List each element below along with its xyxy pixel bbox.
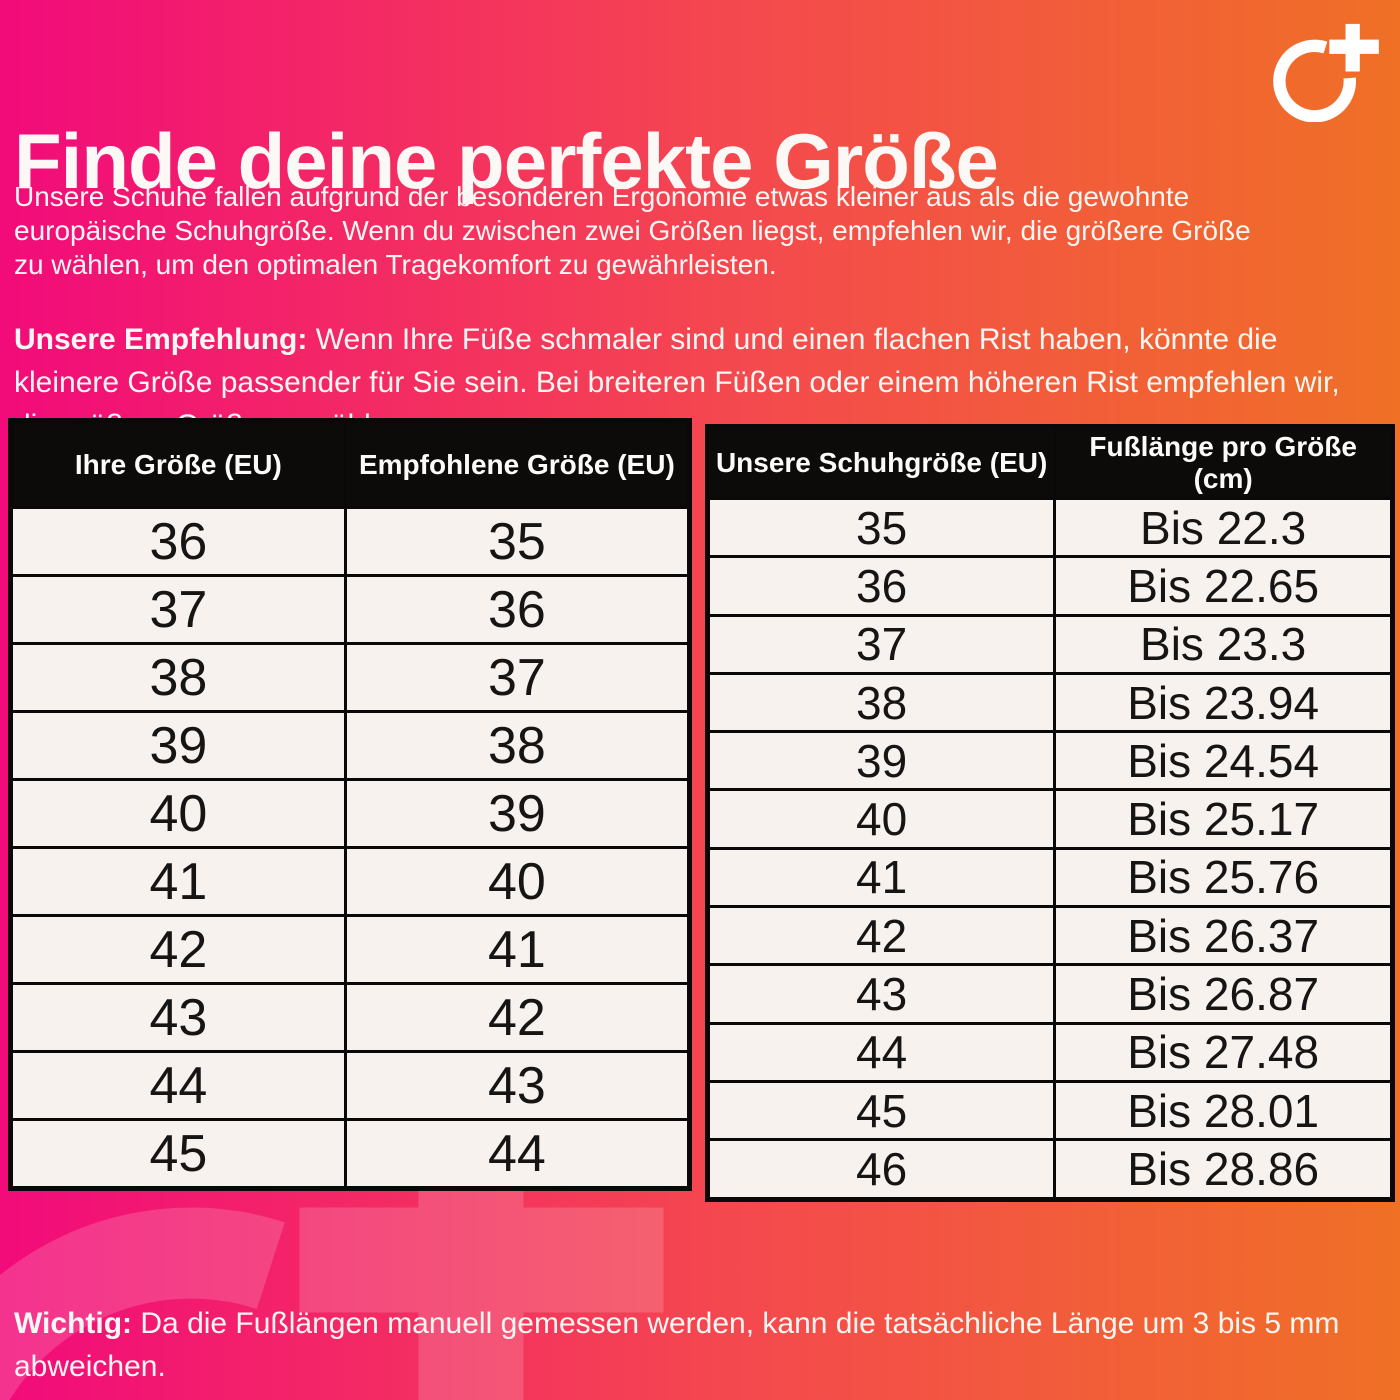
table-row: 44 43 [9, 1050, 692, 1121]
recommendation-label: Unsere Empfehlung: [14, 323, 308, 356]
table-cell: 36 [343, 574, 692, 645]
column-header-foot-length: Fußlänge pro Größe (cm) [1053, 425, 1394, 500]
table-cell: Bis 28.01 [1053, 1079, 1394, 1142]
table-row: 42 41 [9, 914, 692, 985]
table-cell: Bis 22.3 [1053, 496, 1394, 559]
table-row: 43 Bis 26.87 [705, 963, 1394, 1025]
table-row: 46 Bis 28.86 [705, 1138, 1394, 1201]
table-row: 37 36 [9, 574, 692, 645]
table-cell: Bis 25.76 [1053, 846, 1394, 909]
table-row: 36 Bis 22.65 [705, 555, 1394, 617]
table-row: 45 Bis 28.01 [705, 1079, 1394, 1142]
column-header-shoe-size: Unsere Schuhgröße (EU) [705, 425, 1057, 500]
table-cell: Bis 28.86 [1053, 1138, 1394, 1201]
table-row: 44 Bis 27.48 [705, 1021, 1394, 1083]
table-row: 43 42 [9, 982, 692, 1053]
important-note-label: Wichtig: [14, 1307, 133, 1340]
table-cell: 44 [9, 1050, 347, 1121]
table-cell: 37 [705, 613, 1057, 675]
table-cell: 35 [343, 506, 692, 577]
table-cell: 45 [705, 1079, 1057, 1142]
table-cell: 44 [343, 1118, 692, 1190]
table-cell: 42 [9, 914, 347, 985]
table-cell: Bis 26.37 [1053, 905, 1394, 967]
table-header-row: Ihre Größe (EU) Empfohlene Größe (EU) [9, 419, 692, 509]
table-cell: 40 [9, 778, 347, 849]
table-row: 41 40 [9, 846, 692, 917]
table-row: 40 39 [9, 778, 692, 849]
table-cell: Bis 22.65 [1053, 555, 1394, 617]
table-row: 37 Bis 23.3 [705, 613, 1394, 675]
table-cell: 43 [705, 963, 1057, 1025]
table-row: 45 44 [9, 1118, 692, 1190]
table-cell: 36 [9, 506, 347, 577]
table-cell: 39 [705, 730, 1057, 792]
table-cell: 38 [9, 642, 347, 713]
important-note: Wichtig: Da die Fußlängen manuell gemess… [14, 1302, 1359, 1388]
table-cell: 43 [9, 982, 347, 1053]
table-cell: 39 [9, 710, 347, 781]
table-cell: 39 [343, 778, 692, 849]
table-row: 38 37 [9, 642, 692, 713]
intro-paragraph: Unsere Schuhe fallen aufgrund der besond… [14, 181, 1251, 280]
table-cell: 41 [705, 846, 1057, 909]
table-cell: 37 [9, 574, 347, 645]
table-cell: 40 [343, 846, 692, 917]
table-cell: Bis 27.48 [1053, 1021, 1394, 1083]
table-row: 39 38 [9, 710, 692, 781]
table-cell: 38 [343, 710, 692, 781]
table-row: 36 35 [9, 506, 692, 577]
table-row: 40 Bis 25.17 [705, 788, 1394, 850]
size-conversion-table: Ihre Größe (EU) Empfohlene Größe (EU) 36… [8, 418, 692, 1191]
table-cell: Bis 23.3 [1053, 613, 1394, 675]
table-cell: 40 [705, 788, 1057, 850]
foot-length-table: Unsere Schuhgröße (EU) Fußlänge pro Größ… [705, 424, 1395, 1202]
table-row: 35 Bis 22.3 [705, 496, 1394, 559]
table-cell: 43 [343, 1050, 692, 1121]
table-cell: 42 [705, 905, 1057, 967]
table-row: 39 Bis 24.54 [705, 730, 1394, 792]
table-row: 41 Bis 25.76 [705, 846, 1394, 909]
table-cell: 41 [343, 914, 692, 985]
table-row: 38 Bis 23.94 [705, 671, 1394, 734]
table-cell: Bis 23.94 [1053, 671, 1394, 734]
table-cell: Bis 24.54 [1053, 730, 1394, 792]
column-header-your-size: Ihre Größe (EU) [9, 419, 347, 509]
table-cell: Bis 26.87 [1053, 963, 1394, 1025]
table-cell: 42 [343, 982, 692, 1053]
table-cell: Bis 25.17 [1053, 788, 1394, 850]
table-row: 42 Bis 26.37 [705, 905, 1394, 967]
table-cell: 44 [705, 1021, 1057, 1083]
table-cell: 38 [705, 671, 1057, 734]
table-header-row: Unsere Schuhgröße (EU) Fußlänge pro Größ… [705, 425, 1394, 500]
page-title: Finde deine perfekte Größe [14, 117, 999, 206]
table-cell: 45 [9, 1118, 347, 1190]
table-cell: 35 [705, 496, 1057, 559]
table-cell: 37 [343, 642, 692, 713]
column-header-recommended-size: Empfohlene Größe (EU) [343, 419, 692, 509]
table-cell: 41 [9, 846, 347, 917]
table-cell: 36 [705, 555, 1057, 617]
table-cell: 46 [705, 1138, 1057, 1201]
circle-plus-logo-icon [1270, 22, 1382, 122]
important-note-text: Da die Fußlängen manuell gemessen werden… [14, 1307, 1340, 1383]
